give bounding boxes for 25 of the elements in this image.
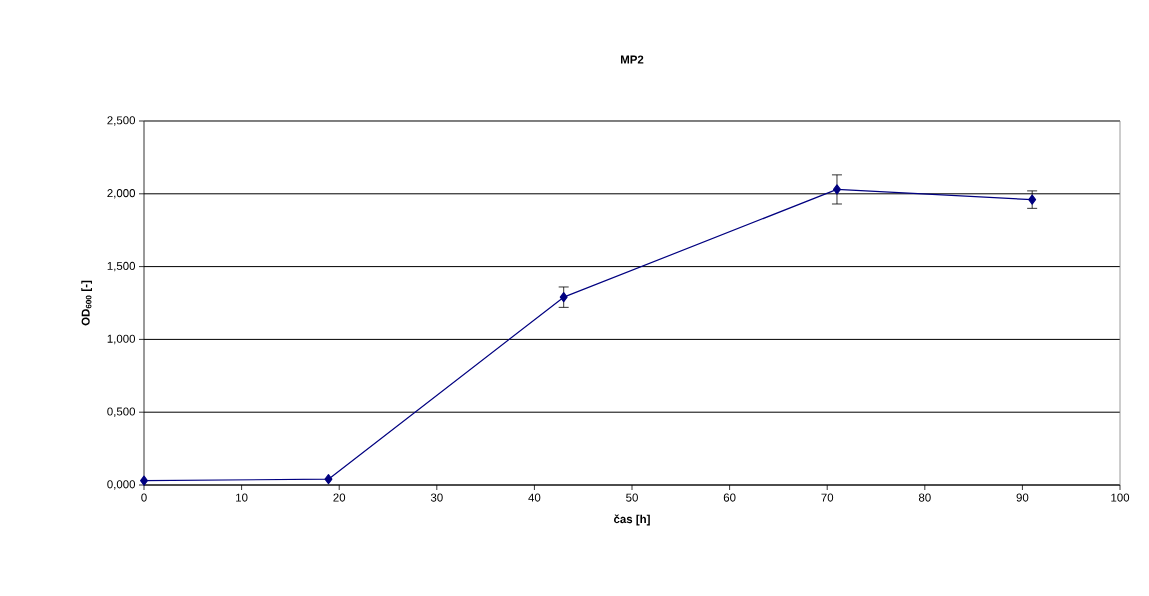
- point: [140, 475, 148, 486]
- y-tick-label: 2,000: [107, 189, 136, 199]
- x-tick-label: 40: [528, 493, 541, 502]
- x-tick-label: 60: [723, 493, 736, 502]
- x-tick-label: 80: [918, 493, 931, 502]
- point: [559, 292, 568, 303]
- x-tick-label: 30: [430, 493, 443, 502]
- chart-title: MP2: [620, 55, 644, 64]
- x-tick-label: 50: [626, 493, 638, 502]
- y-tick-label: 0,000: [107, 480, 136, 490]
- y-tick-label: 1,500: [107, 261, 136, 272]
- x-tick-label: 0: [141, 493, 147, 502]
- y-tick-label: 2,500: [107, 116, 136, 126]
- y-tick-label: 1,000: [107, 334, 136, 345]
- x-tick-label: 20: [333, 493, 346, 502]
- y-axis-title: OD$_{600}$ [-]: [81, 280, 92, 326]
- x-tick-label: 10: [236, 493, 248, 502]
- y-tick-label: 0,500: [107, 407, 136, 417]
- x-tick-label: 90: [1016, 493, 1029, 502]
- point: [832, 184, 841, 195]
- x-tick-label: 100: [1111, 493, 1130, 502]
- x-axis-title: čas [h]: [614, 514, 650, 526]
- point: [1028, 194, 1037, 205]
- x-tick-label: 70: [821, 493, 834, 502]
- point: [324, 474, 333, 485]
